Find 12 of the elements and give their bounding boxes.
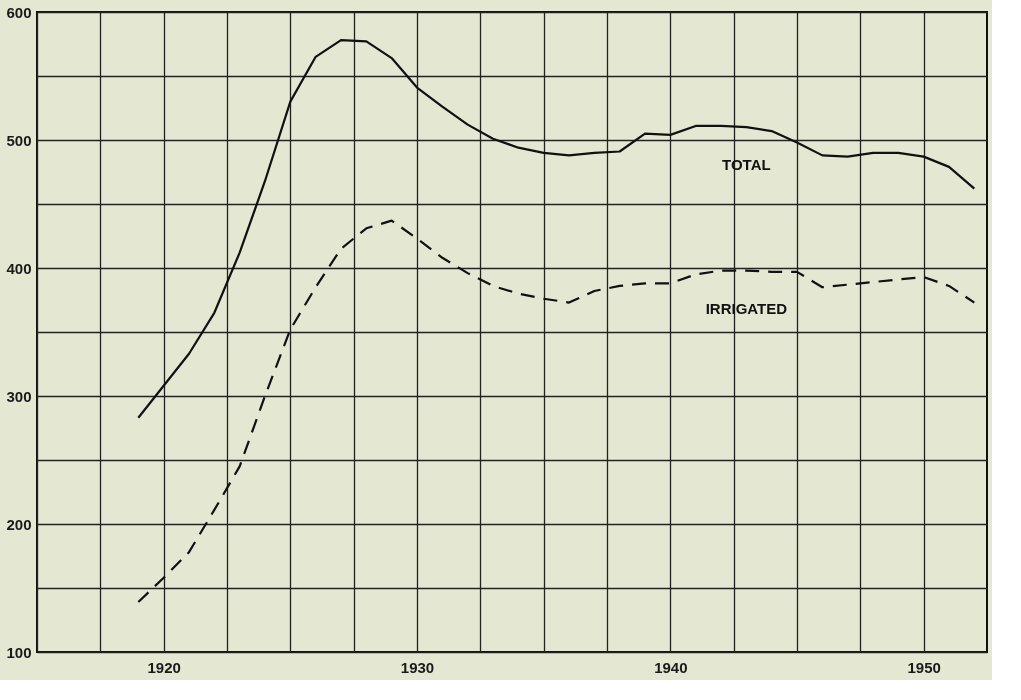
y-tick-label: 400 <box>6 259 32 277</box>
y-tick-label: 100 <box>6 643 32 661</box>
x-tick-label: 1920 <box>147 658 181 676</box>
x-tick-label: 1940 <box>654 658 688 676</box>
x-tick-label: 1950 <box>907 658 941 676</box>
y-tick-label: 600 <box>6 3 32 21</box>
y-tick-label: 300 <box>6 387 32 405</box>
line-series <box>137 39 976 419</box>
x-tick-label: 1930 <box>400 658 435 676</box>
line-series <box>137 219 976 604</box>
y-tick-label: 500 <box>6 131 32 149</box>
y-tick-label: 200 <box>6 515 32 533</box>
